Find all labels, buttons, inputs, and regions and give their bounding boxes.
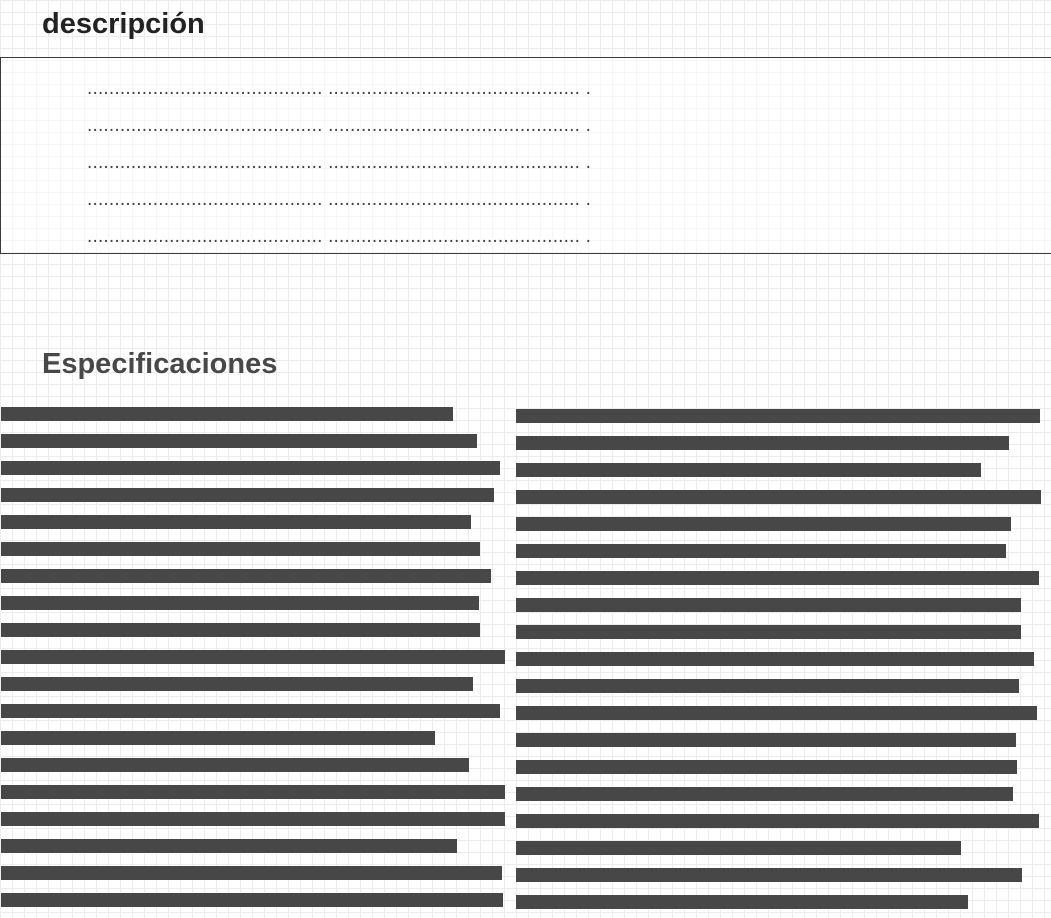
spec-line-bar — [516, 760, 1017, 774]
spec-line-bar — [516, 814, 1039, 828]
description-line: ........................................… — [87, 152, 592, 173]
spec-line-bar — [1, 758, 469, 772]
spec-line-bar — [516, 652, 1034, 666]
spec-line-bar — [1, 461, 500, 475]
spec-line-bar — [516, 409, 1040, 423]
spec-line-bar — [516, 598, 1021, 612]
spec-line-bar — [1, 650, 505, 664]
spec-line-bar — [516, 706, 1037, 720]
spec-line-bar — [516, 868, 1022, 882]
spec-line-bar — [516, 625, 1021, 639]
spec-line-bar — [1, 407, 453, 421]
spec-line-bar — [1, 434, 477, 448]
description-line: ........................................… — [87, 78, 592, 99]
specifications-title: Especificaciones — [42, 348, 278, 380]
spec-line-bar — [516, 787, 1013, 801]
spec-line-bar — [1, 866, 502, 880]
spec-line-bar — [1, 893, 503, 907]
spec-line-bar — [1, 569, 491, 583]
description-line: ........................................… — [87, 189, 592, 210]
spec-line-bar — [1, 704, 500, 718]
spec-line-bar — [516, 733, 1016, 747]
spec-line-bar — [1, 515, 471, 529]
spec-line-bar — [1, 542, 480, 556]
spec-line-bar — [516, 544, 1006, 558]
description-title: descripción — [42, 8, 205, 40]
spec-line-bar — [1, 731, 435, 745]
spec-line-bar — [516, 679, 1019, 693]
description-box: ........................................… — [0, 57, 1051, 254]
spec-line-bar — [1, 677, 473, 691]
description-line: ........................................… — [87, 115, 592, 136]
spec-line-bar — [516, 463, 981, 477]
spec-line-bar — [1, 596, 479, 610]
spec-line-bar — [516, 895, 968, 909]
spec-line-bar — [516, 841, 961, 855]
spec-line-bar — [1, 488, 494, 502]
description-line: ........................................… — [87, 226, 592, 247]
spec-line-bar — [1, 812, 505, 826]
spec-line-bar — [516, 517, 1011, 531]
spec-line-bar — [516, 436, 1009, 450]
spec-line-bar — [516, 490, 1041, 504]
spec-line-bar — [1, 785, 505, 799]
spec-line-bar — [516, 571, 1039, 585]
spec-line-bar — [1, 623, 480, 637]
spec-line-bar — [1, 839, 457, 853]
